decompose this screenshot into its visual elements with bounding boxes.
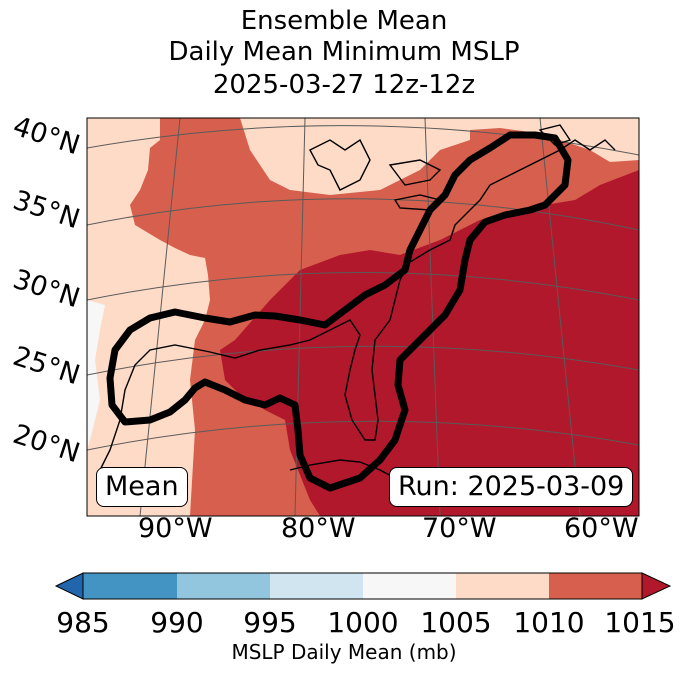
field-lt1005 [87,300,105,450]
colorbar [54,572,672,600]
colorbar-tick-1005: 1005 [420,606,492,639]
colorbar-tick-985: 985 [56,606,110,639]
chart-date: 2025-03-27 12z-12z [212,70,476,100]
colorbar-tick-1000: 1000 [327,606,399,639]
colorbar-bin-985-990 [83,573,177,599]
coastline [99,124,616,479]
colorbar-tick-1015: 1015 [604,606,676,639]
ensemble-contour [106,131,572,492]
colorbar-label: MSLP Daily Mean (mb) [231,640,457,664]
colorbar-bin-995-1000 [270,573,363,599]
map-frame [86,117,640,517]
colorbar-tick-990: 990 [150,606,204,639]
field-1005-1010-northeast [470,118,639,162]
lon-label-60: 60°W [564,513,639,544]
lon-label-70: 70°W [422,513,497,544]
colorbar-extend-high [641,572,672,600]
colorbar-bin-1010-1015 [549,573,642,599]
colorbar-tick-995: 995 [243,606,297,639]
field-1005-1010-north [240,118,470,195]
chart-title: Ensemble Mean [240,6,448,36]
run-label-box: Run: 2025-03-09 [389,467,634,507]
colorbar-extend-low [54,572,84,600]
colorbar-bin-990-995 [177,573,270,599]
colorbar-bin-1000-1005 [363,573,456,599]
mean-label-box: Mean [96,467,188,507]
lon-label-80: 80°W [281,513,356,544]
colorbar-tick-1010: 1010 [513,606,585,639]
lon-label-90: 90°W [138,513,213,544]
chart-subtitle: Daily Mean Minimum MSLP [168,37,520,67]
colorbar-bin-1005-1010 [456,573,549,599]
